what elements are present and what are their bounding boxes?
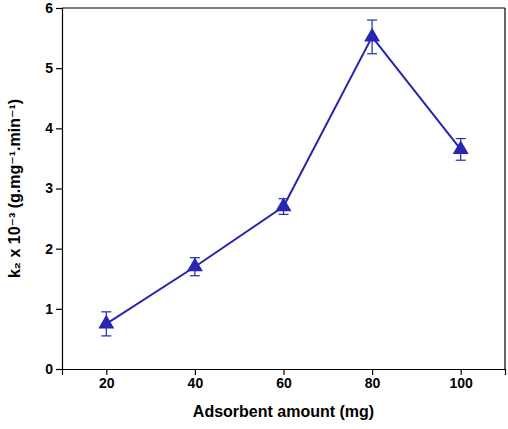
tick-mark	[56, 249, 62, 250]
tick-label: 40	[188, 375, 204, 391]
error-bar-cap	[367, 53, 377, 54]
x-axis: 20 40 60 80 100	[63, 369, 506, 391]
tick: 2	[45, 241, 62, 257]
tick-label: 5	[45, 60, 53, 76]
tick: 80	[365, 369, 381, 391]
tick: 6	[45, 0, 62, 16]
tick-label: 2	[45, 241, 53, 257]
error-bar-cap	[101, 335, 111, 336]
marker	[364, 28, 380, 42]
y-axis-title: k₂ x 10⁻³ (g.mg⁻¹.min⁻¹)	[6, 99, 23, 278]
y-axis: 0 1 2 3 4 5 6	[45, 0, 62, 377]
tick-mark	[56, 8, 62, 9]
tick: 1	[45, 301, 62, 317]
tick-label: 60	[276, 375, 292, 391]
chart: 20 40 60 80 100 0 1 2 3 4 5 6 Adsorbent amount (mg) k…	[0, 0, 508, 429]
tick-label: 1	[45, 301, 53, 317]
tick: 4	[45, 120, 62, 136]
tick-mark	[56, 68, 62, 69]
tick: 100	[450, 369, 474, 391]
tick-label: 0	[45, 361, 53, 377]
error-bar-cap	[456, 160, 466, 161]
tick: 20	[99, 369, 115, 391]
frame	[504, 8, 505, 369]
tick-label: 4	[45, 120, 53, 136]
marker	[276, 197, 292, 211]
marker	[187, 258, 203, 272]
tick-mark	[56, 188, 62, 189]
error-bar-cap	[279, 214, 289, 215]
tick: 3	[45, 180, 62, 196]
error-bar-cap	[456, 138, 466, 139]
tick-label: 20	[99, 375, 115, 391]
tick: 0	[45, 361, 62, 377]
tick-label: 100	[450, 375, 474, 391]
tick: 40	[188, 369, 204, 391]
tick-mark	[56, 309, 62, 310]
frame	[62, 7, 505, 8]
tick-mark	[56, 128, 62, 129]
tick: 5	[45, 60, 62, 76]
line	[106, 37, 460, 324]
plot: 20 40 60 80 100 0 1 2 3 4 5 6	[45, 0, 505, 391]
axis-line	[56, 9, 63, 370]
error-bar-cap	[101, 311, 111, 312]
tick-label: 80	[365, 375, 381, 391]
marker	[453, 140, 469, 154]
tick-label: 6	[45, 0, 53, 16]
tick-mark	[56, 369, 62, 370]
x-axis-title: Adsorbent amount (mg)	[193, 403, 374, 420]
marks	[98, 20, 468, 336]
marker	[98, 315, 114, 329]
error-bar-cap	[367, 19, 377, 20]
tick-label: 3	[45, 180, 53, 196]
error-bar-cap	[190, 275, 200, 276]
tick: 60	[276, 369, 292, 391]
